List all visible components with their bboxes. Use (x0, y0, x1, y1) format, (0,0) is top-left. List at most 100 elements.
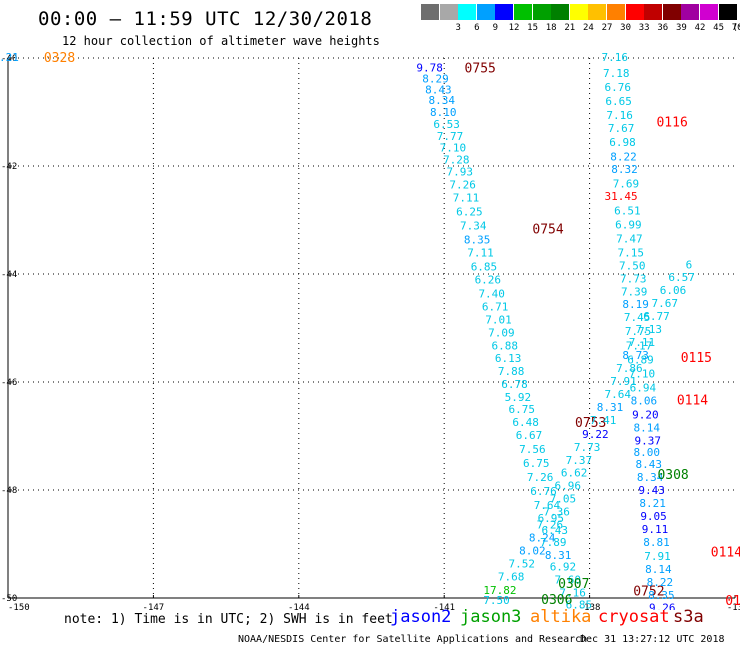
wave-height-point: 7.41 (590, 414, 617, 427)
pass-time-label: 0115 (681, 351, 712, 366)
timestamp-footer: Dec 31 13:27:12 UTC 2018 (580, 634, 725, 645)
color-scale-label: 36 (657, 23, 669, 33)
wave-height-point: 7.75 (625, 325, 652, 338)
wave-height-point: 17.82 (483, 584, 516, 597)
wave-height-point: 8.14 (645, 563, 672, 576)
wave-height-point: 7.26 (537, 519, 564, 532)
wave-height-point: 6.51 (614, 204, 641, 217)
wave-height-point: 8.81 (643, 536, 670, 549)
wave-height-point: 9.26 (649, 602, 676, 610)
wave-height-point: 7.11 (467, 246, 494, 259)
wave-height-point: 6.53 (433, 118, 460, 131)
wave-height-point: 7.18 (603, 67, 630, 80)
pass-time-label: 011 (725, 594, 740, 609)
wave-height-point: 6.89 (627, 353, 654, 366)
wave-height-point: 8.19 (622, 298, 649, 311)
color-scale-label: 15 (527, 23, 539, 33)
wave-height-point: 7.28 (443, 154, 470, 167)
wave-height-point: 7.67 (608, 122, 635, 135)
color-swatch (532, 4, 551, 20)
color-scale-label: 18 (545, 23, 557, 33)
wave-height-point: 6.85 (566, 598, 593, 610)
wave-height-point: 8.73 (622, 349, 649, 362)
pass-time-label: 0755 (465, 62, 496, 77)
wave-height-point: 7.40 (478, 287, 505, 300)
wave-height-point: 8.21 (0, 51, 19, 64)
wave-height-point: 9.22 (582, 428, 609, 441)
pass-time-label: 0754 (532, 223, 563, 238)
wave-height-point: 9.43 (638, 484, 665, 497)
color-swatch (439, 4, 458, 20)
satellite-legend-jason2: jason2 (390, 607, 452, 627)
wave-height-point: 9.37 (635, 434, 662, 447)
page-subtitle: 12 hour collection of altimeter wave hei… (62, 34, 380, 48)
wave-height-point: 7.05 (550, 493, 577, 506)
wave-height-point: 7.09 (488, 326, 515, 339)
wave-height-point: 8.22 (647, 576, 674, 589)
color-scale-label: 12 (508, 23, 520, 33)
color-scale-unit: (ft) (732, 23, 740, 33)
color-swatch (662, 4, 681, 20)
y-tick-label: -50 (1, 594, 17, 604)
color-scale-label: 70 (731, 23, 740, 33)
color-swatch (514, 4, 532, 20)
wave-height-point: 8.21 (639, 497, 666, 510)
wave-height-point: 7.37 (566, 454, 593, 467)
wave-height-point: 6.65 (605, 95, 632, 108)
wave-height-point: 8.31 (597, 401, 624, 414)
x-tick-label: -150 (8, 603, 30, 610)
wave-height-point: 6.13 (495, 352, 522, 365)
satellite-legend-s3a: s3a (673, 607, 704, 627)
x-tick-label: -13 (727, 603, 740, 610)
color-swatch (718, 4, 737, 20)
wave-height-point: 6.75 (523, 457, 550, 470)
pass-time-label: 0328 (44, 51, 75, 66)
wave-height-point: 9.20 (632, 408, 659, 421)
wave-height-point: 7.91 (610, 375, 637, 388)
wave-height-point: 6.26 (475, 273, 502, 286)
color-scale-label: 3 (455, 23, 461, 33)
wave-height-point: 7.17 (626, 339, 653, 352)
credit-footer: NOAA/NESDIS Center for Satellite Applica… (238, 634, 588, 645)
wave-height-point: 9.11 (642, 523, 669, 536)
wave-height-point: 7.10 (440, 142, 467, 155)
color-swatch (495, 4, 514, 20)
color-swatch (681, 4, 700, 20)
wave-height-point: 7.56 (519, 443, 546, 456)
wave-height-point: 7.89 (540, 536, 567, 549)
wave-height-point: 7.52 (508, 557, 535, 570)
satellite-legend-altika: altika (530, 607, 592, 627)
wave-height-point: 7.64 (534, 499, 561, 512)
wave-height-point: 7.68 (498, 570, 525, 583)
wave-height-point: 6.76 (530, 485, 557, 498)
wave-height-point: 6.48 (512, 416, 539, 429)
wave-height-point: 6.77 (643, 310, 670, 323)
wave-height-point: 6.88 (492, 339, 519, 352)
y-tick-label: -40 (1, 54, 17, 64)
pass-time-label: 0752 (633, 584, 664, 599)
color-swatch (551, 4, 570, 20)
wave-height-point: 8.06 (631, 394, 658, 407)
color-swatch (476, 4, 495, 20)
units-note: note: 1) Time is in UTC; 2) SWH is in fe… (64, 612, 393, 627)
wave-height-point: 7.16 (602, 51, 629, 64)
wave-height-point: 8.43 (635, 458, 662, 471)
color-swatch (421, 4, 439, 20)
wave-height-point: 7.69 (613, 177, 640, 190)
wave-height-point: 7.88 (498, 365, 525, 378)
wave-height-point: 7.50 (619, 259, 646, 272)
wave-height-point: 6 (686, 258, 693, 271)
wave-height-point: 6.95 (538, 512, 565, 525)
wave-height-point: 7.47 (616, 232, 643, 245)
wave-height-point: 7.01 (485, 313, 512, 326)
wave-height-point: 8.43 (425, 83, 452, 96)
wave-height-point: 7.11 (453, 191, 480, 204)
wave-height-point: 8.24 (529, 532, 556, 545)
wave-height-point: 5.92 (505, 391, 532, 404)
wave-height-point: 6.98 (609, 136, 636, 149)
wave-height-point: 7.26 (527, 471, 554, 484)
satellite-legend-cryosat: cryosat (598, 607, 670, 627)
wave-height-point: 7.50 (483, 594, 510, 607)
x-tick-label: -138 (579, 603, 601, 610)
wave-height-point: 7.16 (606, 109, 633, 122)
